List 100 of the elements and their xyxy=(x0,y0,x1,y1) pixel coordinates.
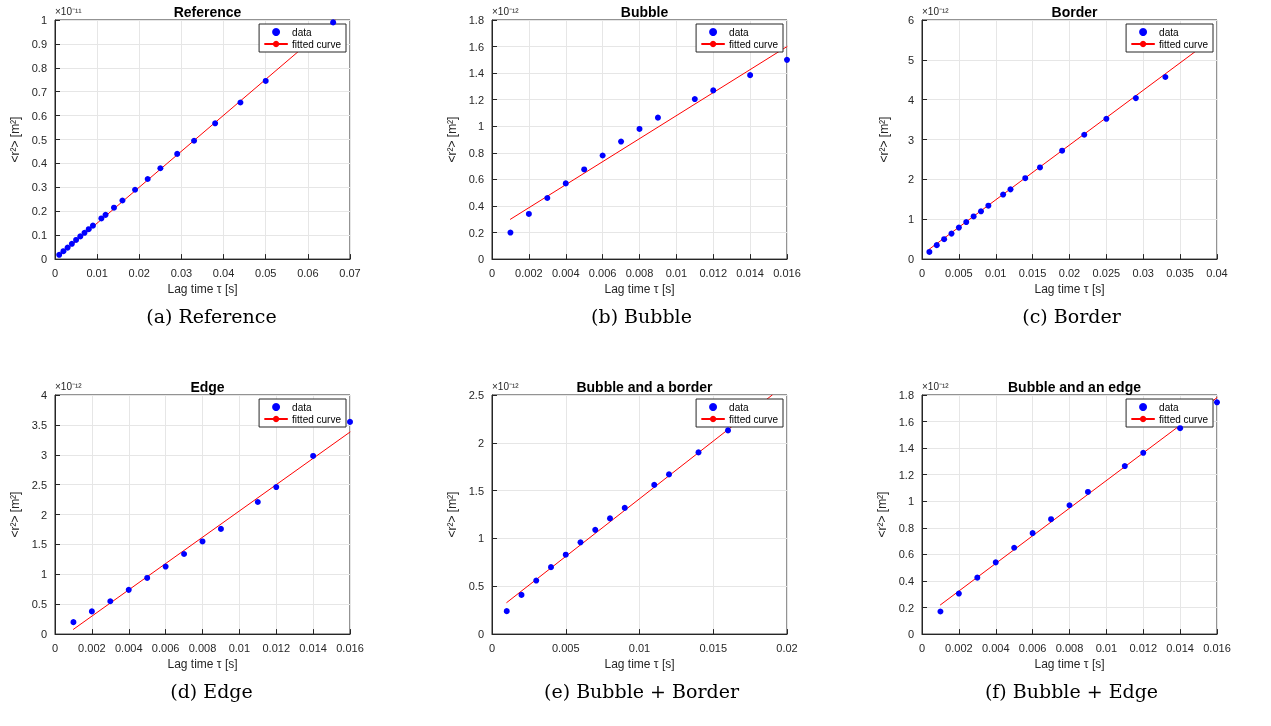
point xyxy=(1066,502,1073,509)
y-axis-title: <r²> [m²] xyxy=(444,491,459,538)
text: ×10⁻¹² xyxy=(922,380,950,392)
point xyxy=(621,504,628,511)
x-tick-label: 0.006 xyxy=(151,641,180,654)
chart-title: Bubble xyxy=(620,4,669,20)
y-tick-label: 2 xyxy=(40,508,47,521)
point xyxy=(1059,147,1066,154)
point xyxy=(963,219,970,226)
point xyxy=(81,229,88,236)
text: (c) Border xyxy=(1021,305,1122,327)
point xyxy=(618,138,625,145)
point xyxy=(174,150,181,157)
point xyxy=(974,574,981,581)
x-tick-label: 0.035 xyxy=(1166,266,1194,279)
point xyxy=(88,608,95,615)
legend-label: data xyxy=(292,26,312,38)
point xyxy=(562,180,569,187)
x-tick-label: 0.014 xyxy=(1166,641,1194,654)
point xyxy=(926,248,933,255)
point xyxy=(955,590,962,597)
text: ×10⁻¹² xyxy=(492,5,520,17)
x-tick-label: 0 xyxy=(488,641,496,654)
point xyxy=(548,564,554,571)
y-tick-label: 0.1 xyxy=(31,229,47,242)
text: ×10⁻¹² xyxy=(55,380,83,392)
y-tick-label: 0.6 xyxy=(898,548,914,561)
point xyxy=(144,574,151,581)
x-tick-label: 0.002 xyxy=(515,266,543,279)
point xyxy=(948,230,955,237)
x-axis-title: Lag time τ [s] xyxy=(604,282,675,296)
text: (e) Bubble + Border xyxy=(543,680,740,702)
chart-title: Bubble and a border xyxy=(576,379,714,395)
x-tick-label: 0.016 xyxy=(1203,641,1231,654)
y-tick-label: 1.5 xyxy=(468,484,484,497)
chart-title: Reference xyxy=(173,4,242,20)
point xyxy=(157,165,164,172)
y-tick-label: 1.2 xyxy=(898,468,914,481)
y-tick-label: 0 xyxy=(907,253,914,266)
point xyxy=(581,166,588,173)
x-tick-label: 0.01 xyxy=(628,641,651,654)
point xyxy=(77,233,84,240)
x-tick-label: 0.01 xyxy=(985,266,1007,279)
point xyxy=(1084,488,1091,495)
x-tick-label: 0.01 xyxy=(1095,641,1118,654)
point xyxy=(1121,463,1128,470)
x-tick-label: 0.01 xyxy=(665,266,688,279)
point xyxy=(933,242,940,249)
point xyxy=(1177,425,1184,432)
point xyxy=(544,195,551,201)
legend-label: fitted curve xyxy=(729,413,779,425)
y-tick-label: 0 xyxy=(40,628,47,641)
x-tick-label: 0.016 xyxy=(773,266,801,279)
legend-label: fitted curve xyxy=(1159,38,1209,50)
point xyxy=(273,484,280,491)
point xyxy=(725,427,731,434)
x-tick-label: 0.002 xyxy=(945,641,973,654)
point xyxy=(191,137,198,144)
x-tick-label: 0 xyxy=(918,266,926,279)
point xyxy=(710,87,717,94)
text: (a) Reference xyxy=(145,305,278,327)
x-tick-label: 0.012 xyxy=(699,266,728,279)
point xyxy=(132,186,139,193)
x-tick-label: 0.005 xyxy=(945,266,973,279)
x-tick-label: 0 xyxy=(51,266,59,279)
point xyxy=(607,515,613,522)
y-tick-label: 4 xyxy=(907,93,914,106)
point xyxy=(1037,164,1043,171)
y-tick-label: 0.4 xyxy=(31,157,47,170)
point xyxy=(666,471,672,478)
legend-label: fitted curve xyxy=(292,413,342,425)
y-tick-label: 3 xyxy=(907,133,914,146)
y-axis-title: <r²> [m²] xyxy=(444,116,459,163)
y-tick-label: 5 xyxy=(907,53,914,66)
x-tick-label: 0.004 xyxy=(981,641,1010,654)
x-tick-label: 0.006 xyxy=(1018,641,1047,654)
point xyxy=(1214,399,1220,406)
x-tick-label: 0 xyxy=(51,641,59,654)
legend-label: data xyxy=(1159,26,1179,38)
y-tick-label: 3 xyxy=(40,448,47,461)
x-tick-label: 0.006 xyxy=(588,266,617,279)
y-tick-label: 2.5 xyxy=(31,478,47,491)
x-tick-label: 0.04 xyxy=(1206,266,1228,279)
text: ×10⁻¹² xyxy=(492,380,520,392)
point xyxy=(955,224,962,231)
x-tick-label: 0.04 xyxy=(212,266,235,279)
point xyxy=(1022,175,1029,182)
x-tick-label: 0.016 xyxy=(336,641,364,654)
point xyxy=(747,72,754,79)
x-tick-label: 0.004 xyxy=(114,641,143,654)
y-tick-label: 0.7 xyxy=(31,85,47,98)
point xyxy=(941,236,948,243)
x-tick-label: 0.015 xyxy=(699,641,728,654)
x-tick-label: 0.02 xyxy=(1058,266,1081,279)
y-axis-title: <r²> [m²] xyxy=(874,491,889,538)
x-tick-label: 0.02 xyxy=(776,641,798,654)
y-tick-label: 0.5 xyxy=(31,133,47,146)
point xyxy=(691,96,698,103)
point xyxy=(562,551,569,558)
point xyxy=(199,538,206,545)
